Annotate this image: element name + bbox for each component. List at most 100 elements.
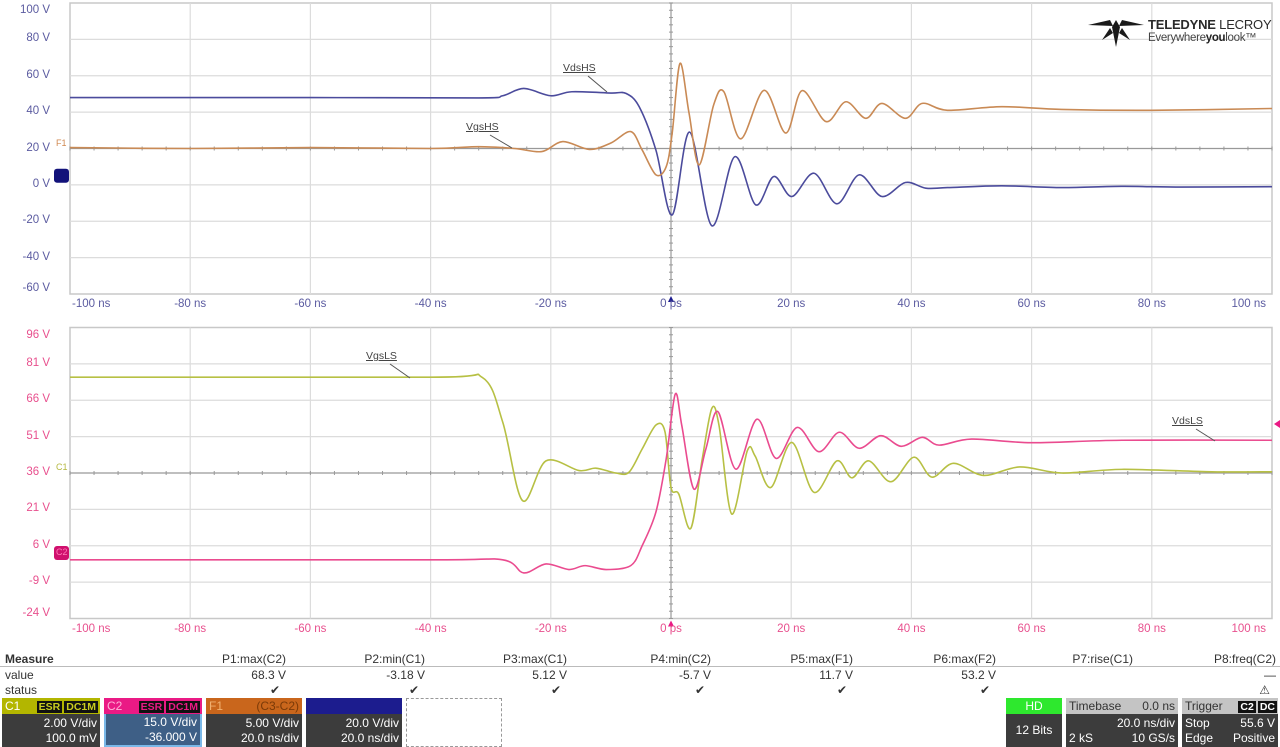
measure-status-p2: ✔ [408, 683, 419, 697]
c2-body: 15.0 V/div -36.000 V [104, 714, 202, 747]
measure-name-p2[interactable]: P2:min(C1) [364, 652, 425, 666]
trigger-source-badge: C2 [1238, 701, 1256, 713]
trace-label-leader [489, 134, 513, 149]
measure-status-p8: ⚠ [1259, 683, 1270, 697]
measure-value-p2: -3.18 V [386, 668, 425, 682]
x-tick-label: -60 ns [294, 298, 327, 310]
c1-body: 2.00 V/div 100.0 mV [2, 714, 100, 747]
channel-c2-descriptor[interactable]: C2 ESR DC1M 15.0 V/div -36.000 V [104, 698, 202, 747]
trace-label-leader [389, 363, 411, 379]
c2-coupling-badge: DC1M [166, 701, 200, 713]
measure-name-p1[interactable]: P1:max(C2) [221, 652, 286, 666]
timebase-label: Timebase [1069, 699, 1122, 713]
y-tick-label: 96 V [26, 328, 50, 341]
trigger-position-icon [668, 296, 674, 302]
measure-name-p8[interactable]: P8:freq(C2) [1213, 652, 1276, 666]
c1-header: C1 ESR DC1M [2, 698, 100, 714]
trace-vdsls [70, 392, 1273, 574]
x-tick-label: -60 ns [294, 622, 327, 635]
f2-scale: 20.0 V/div [345, 716, 399, 730]
x-tick-label: 20 ns [777, 298, 806, 310]
channel-c1-descriptor[interactable]: C1 ESR DC1M 2.00 V/div 100.0 mV [2, 698, 100, 747]
measure-value-p8: — [1264, 668, 1276, 682]
value-row-label: value [5, 668, 34, 682]
measure-status-p5: ✔ [836, 683, 847, 697]
measure-status-p1: ✔ [269, 683, 280, 697]
y-tick-label: 51 V [26, 429, 50, 442]
trace-label-vgsls: VgsLS [366, 350, 397, 362]
timebase-body: 20.0 ns/div 2 kS 10 GS/s [1066, 714, 1178, 747]
x-tick-label: -100 ns [72, 298, 111, 310]
x-tick-label: 40 ns [897, 622, 926, 635]
x-tick-label: -80 ns [174, 298, 207, 310]
timebase-descriptor[interactable]: Timebase 0.0 ns 20.0 ns/div 2 kS 10 GS/s [1066, 698, 1178, 747]
trace-vdshs [69, 87, 1273, 227]
trace-vgshs [69, 62, 1273, 177]
x-tick-label: 20 ns [777, 622, 806, 635]
timebase-rate: 10 GS/s [1131, 731, 1175, 745]
y-tick-label: 100 V [19, 4, 50, 16]
measure-name-p4[interactable]: P4:min(C2) [650, 652, 711, 666]
trigger-mode: Stop [1185, 716, 1210, 730]
trigger-descriptor[interactable]: Trigger C2 DC Stop 55.6 V Edge Positive [1182, 698, 1278, 747]
measure-value-p3: 5.12 V [532, 668, 567, 682]
channel-ground-marker-icon [54, 546, 69, 561]
channel-marker-label: F1 [56, 137, 67, 148]
measure-value-p1: 68.3 V [251, 668, 286, 682]
measure-name-p3[interactable]: P3:max(C1) [502, 652, 567, 666]
x-tick-label: 0 ps [660, 622, 682, 635]
measure-name-p7[interactable]: P7:rise(C1) [1072, 652, 1133, 666]
f2-header [306, 698, 402, 714]
x-tick-label: 60 ns [1017, 298, 1046, 310]
measure-name-p6[interactable]: P6:max(F2) [933, 652, 996, 666]
c2-offset: -36.000 V [144, 730, 197, 744]
x-tick-label: 60 ns [1017, 622, 1046, 635]
trigger-position-icon [668, 620, 674, 627]
c1-offset: 100.0 mV [45, 731, 97, 745]
measure-status-p4: ✔ [694, 683, 705, 697]
f1-source: (C3-C2) [256, 699, 299, 713]
x-tick-label: 100 ns [1231, 622, 1266, 635]
y-tick-label: -40 V [22, 250, 51, 263]
y-tick-label: 36 V [26, 466, 50, 478]
status-row-label: status [5, 683, 38, 697]
trigger-label: Trigger [1185, 699, 1223, 713]
f1-scale: 5.00 V/div [245, 716, 299, 730]
trigger-level-icon[interactable] [1274, 420, 1280, 428]
f1-body: 5.00 V/div 20.0 ns/div [206, 714, 302, 747]
y-tick-label: -60 V [22, 282, 51, 294]
function-f2-descriptor[interactable]: 20.0 V/div 20.0 ns/div [306, 698, 402, 747]
measure-name-p5[interactable]: P5:max(F1) [790, 652, 853, 666]
trace-label-vdshs: VdsHS [563, 62, 596, 74]
teledyne-lecroy-logo: TELEDYNE LECROY Everywhereyoulook™ [1086, 16, 1276, 50]
measure-status-p6: ✔ [979, 683, 990, 697]
trigger-level: 55.6 V [1240, 716, 1275, 730]
function-f1-descriptor[interactable]: F1 (C3-C2) 5.00 V/div 20.0 ns/div [206, 698, 302, 747]
c2-esr-badge: ESR [138, 701, 165, 713]
trace-label-vdsls: VdsLS [1172, 415, 1203, 427]
c2-header: C2 ESR DC1M [104, 698, 202, 714]
hd-descriptor[interactable]: HD 12 Bits [1006, 698, 1062, 747]
y-tick-label: 0 V [32, 177, 50, 190]
y-tick-label: 21 V [26, 502, 50, 515]
trace-vgsls [69, 373, 1273, 530]
logo-tagline: Everywhereyoulook™ [1148, 32, 1257, 44]
c1-esr-badge: ESR [36, 701, 63, 713]
trigger-type: Edge [1185, 731, 1214, 745]
trigger-slope: Positive [1232, 731, 1275, 745]
y-tick-label: 20 V [26, 141, 50, 154]
measure-header-divider [0, 666, 1280, 667]
empty-descriptor-slot[interactable] [406, 698, 502, 747]
y-tick-label: -20 V [22, 214, 51, 227]
y-tick-label: 6 V [32, 538, 50, 551]
y-tick-label: -9 V [28, 575, 50, 588]
trace-label-vgshs: VgsHS [466, 121, 499, 133]
c1-scale: 2.00 V/div [43, 716, 97, 730]
trigger-coupling-badge: DC [1257, 701, 1277, 713]
measure-status-p3: ✔ [550, 683, 561, 697]
measure-table: Measure value status P1:max(C2) 68.3 V ✔ P2… [0, 650, 1280, 697]
f2-body: 20.0 V/div 20.0 ns/div [306, 714, 402, 747]
channel-marker-label: C2 [56, 547, 68, 558]
x-tick-label: 80 ns [1137, 298, 1166, 310]
